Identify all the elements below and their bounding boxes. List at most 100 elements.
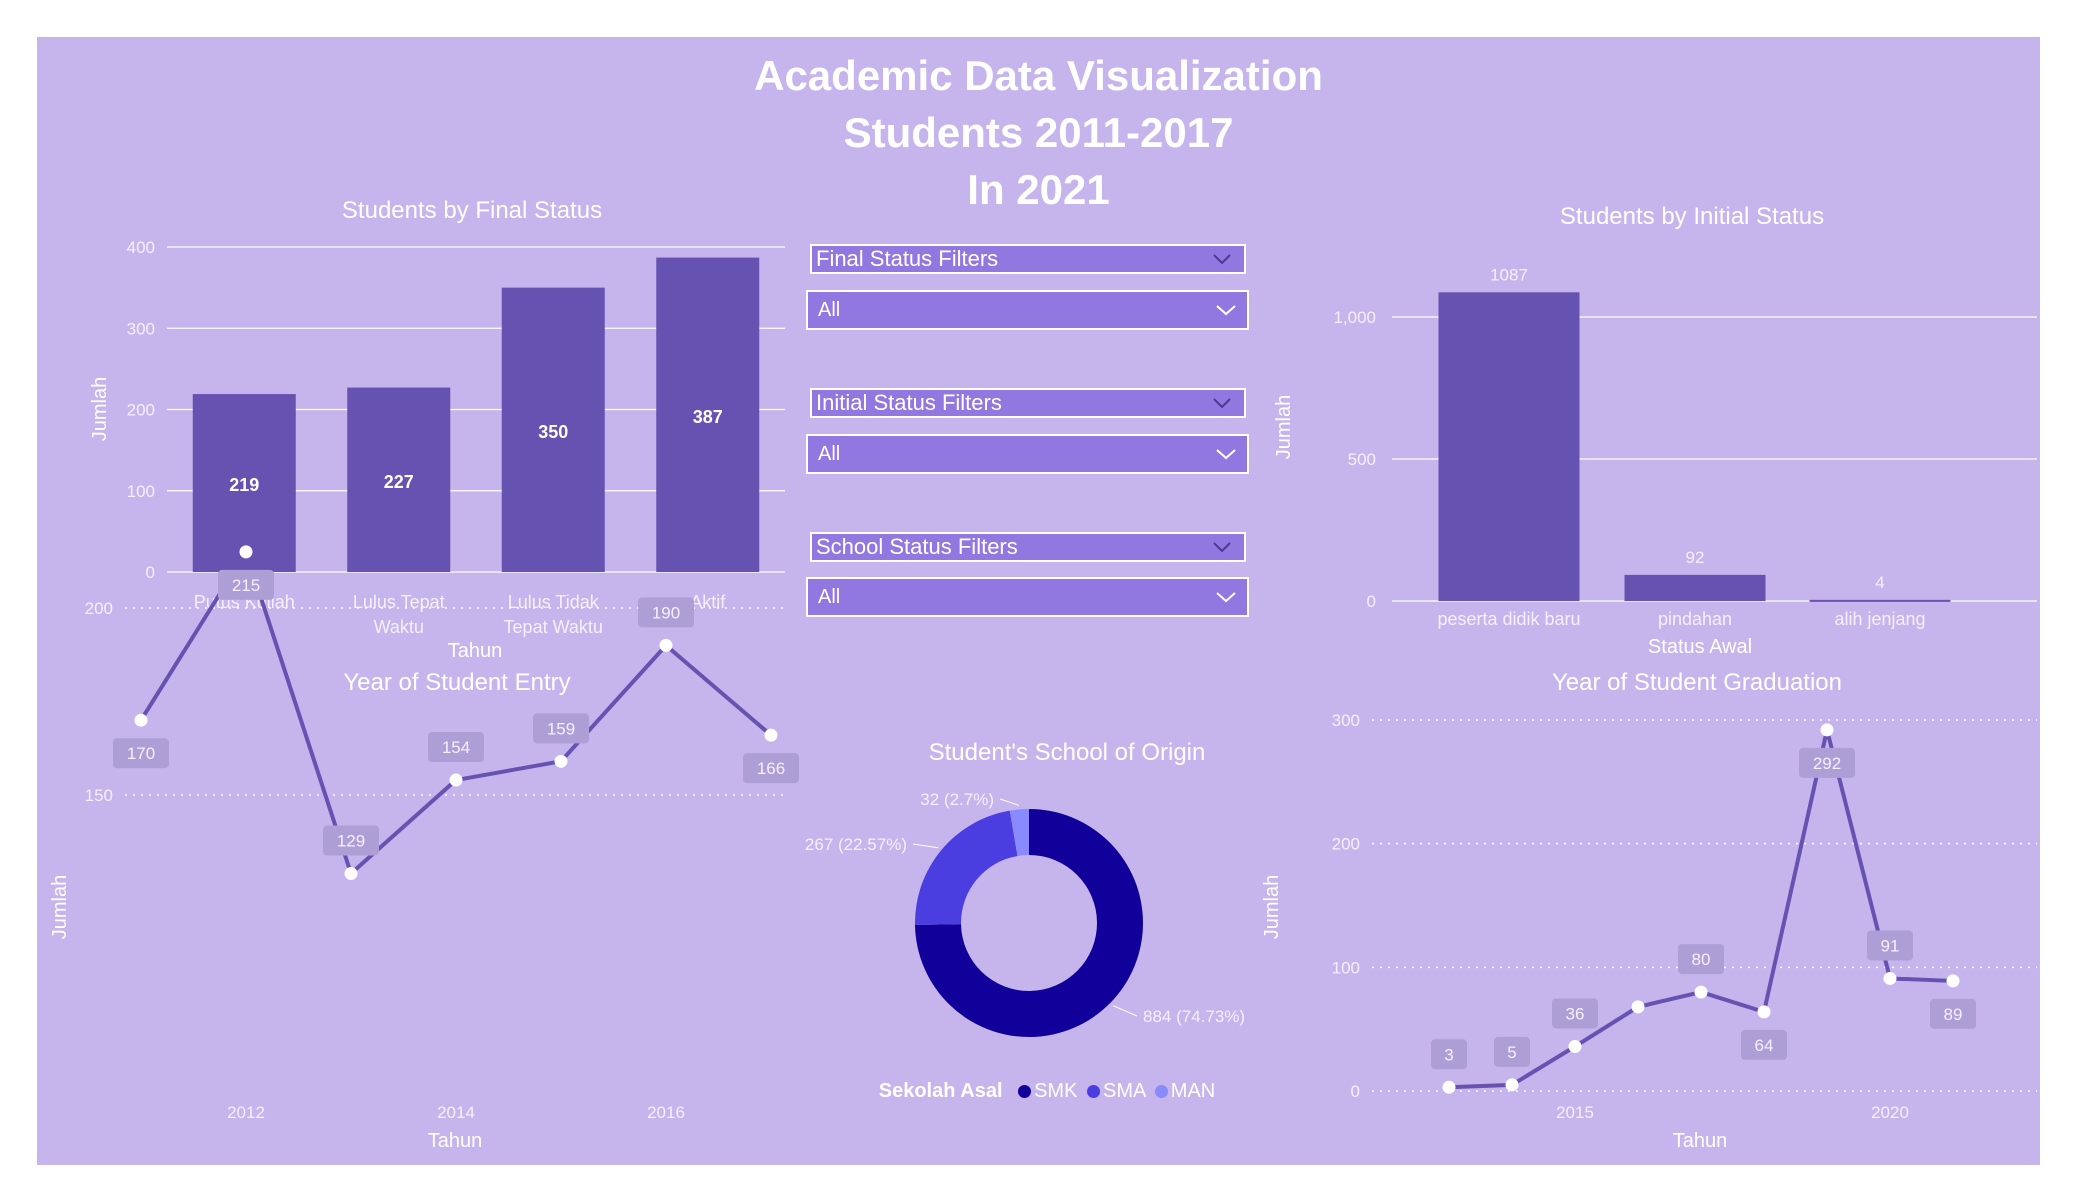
initial-status-filter-header[interactable]: Initial Status Filters (810, 388, 1246, 418)
legend-dot-icon (1086, 1085, 1100, 1098)
slice-man (1009, 809, 1029, 856)
entry-year-title: Year of Student Entry (343, 669, 571, 696)
y-tick-label: 300 (127, 319, 155, 338)
legend-item-sma[interactable]: SMA (1086, 1080, 1146, 1102)
data-label: 159 (547, 719, 575, 738)
x-tick-label: peserta didik baru (1437, 609, 1580, 629)
final-status-title: Students by Final Status (341, 197, 603, 224)
slice-label: 267 (22.57%) (805, 835, 907, 854)
y-tick-label: 1,000 (1333, 308, 1376, 327)
school-status-filter-header[interactable]: School Status Filters (810, 532, 1246, 562)
data-label: 154 (442, 738, 470, 757)
bar-2 (347, 387, 451, 572)
x-tick-label: 2016 (647, 1103, 685, 1122)
chevron-down-icon (1212, 246, 1234, 272)
y-tick-label: 0 (146, 563, 155, 582)
school-status-filter-value: All (818, 586, 841, 608)
chevron-down-icon (1212, 534, 1234, 560)
slice-sma (914, 810, 1018, 925)
data-label: 4 (1875, 573, 1884, 592)
data-point (1442, 1080, 1456, 1094)
data-point (554, 754, 568, 768)
data-label: 3 (1444, 1045, 1453, 1064)
data-label-box (1678, 944, 1724, 975)
data-point (449, 773, 463, 787)
y-tick-label: 100 (127, 482, 155, 501)
data-point (1820, 723, 1834, 737)
final-status-filter-header[interactable]: Final Status Filters (810, 244, 1246, 274)
data-point (1631, 1000, 1645, 1014)
data-label-box (1930, 998, 1976, 1029)
data-label: 215 (232, 576, 260, 595)
legend-item-smk[interactable]: SMK (1018, 1080, 1077, 1102)
x-tick-label: 2014 (437, 1103, 475, 1122)
chevron-down-icon (1212, 390, 1234, 416)
dashboard: Academic Data Visualization Students 201… (37, 37, 2040, 1165)
y-tick-label: 200 (127, 401, 155, 420)
data-point (1568, 1039, 1582, 1053)
final-status-filter-label: Final Status Filters (816, 246, 999, 271)
data-label: 5 (1507, 1043, 1516, 1062)
data-label-box (1494, 1036, 1530, 1067)
x-tick-label: Putus Kuliah (194, 592, 295, 612)
data-point (1505, 1078, 1519, 1092)
initial-status-filter-value: All (818, 443, 841, 465)
data-point (764, 728, 778, 742)
initial-status-title: Students by Initial Status (1559, 203, 1825, 230)
dashboard-title-line2: Students 2011-2017 (843, 109, 1234, 156)
chevron-down-icon (1215, 436, 1237, 472)
initial-status-filter-select[interactable]: All (806, 434, 1249, 474)
data-point (239, 545, 253, 559)
y-tick-label: 400 (127, 238, 155, 257)
y-tick-label: 100 (1332, 958, 1360, 977)
final-status-filter-value: All (818, 299, 841, 321)
school-origin-title: Student's School of Origin (928, 739, 1206, 766)
bar-2 (1624, 574, 1766, 601)
leader-line (999, 798, 1020, 806)
x-tick-label: 2012 (227, 1103, 265, 1122)
chevron-down-icon (1215, 292, 1237, 328)
y-tick-label: 300 (1332, 711, 1360, 730)
data-label: 92 (1686, 548, 1705, 567)
data-label-box (323, 825, 379, 856)
legend-label-sma: SMA (1102, 1080, 1146, 1102)
series-line (139, 549, 773, 876)
x-tick-label: alih jenjang (1834, 609, 1925, 629)
dashboard-title-line3: In 2021 (967, 166, 1110, 213)
data-point (344, 867, 358, 881)
data-label-box (743, 753, 799, 784)
data-label-box (428, 732, 484, 763)
data-label-box (1741, 1029, 1787, 1060)
x-tick-label: Aktif (690, 592, 726, 612)
series-line (1448, 727, 1954, 1090)
data-label: 350 (538, 422, 568, 442)
data-label: 64 (1755, 1036, 1774, 1055)
data-point (1946, 974, 1960, 988)
y-tick-label: 200 (1332, 835, 1360, 854)
y-axis-label: Jumlah (49, 875, 71, 939)
data-label: 1087 (1490, 265, 1528, 284)
data-label: 387 (693, 407, 723, 427)
bar-1 (1438, 292, 1580, 601)
legend-item-man[interactable]: MAN (1154, 1080, 1216, 1102)
data-label-box (218, 569, 274, 600)
dashboard-title-line1: Academic Data Visualization (754, 52, 1323, 99)
slice-label: 884 (74.73%) (1143, 1007, 1245, 1026)
data-label: 219 (229, 475, 259, 495)
leader-line (1112, 1005, 1138, 1017)
slice-label: 32 (2.7%) (920, 790, 994, 809)
y-axis-label: Jumlah (89, 377, 111, 441)
school-status-filter-label: School Status Filters (816, 534, 1018, 559)
legend-title: Sekolah Asal (878, 1080, 1003, 1102)
bar-3 (501, 287, 605, 572)
data-label-box (1431, 1039, 1467, 1070)
legend-label-man: MAN (1170, 1080, 1216, 1102)
school-status-filter-select[interactable]: All (806, 577, 1249, 617)
final-status-filter-select[interactable]: All (806, 290, 1249, 330)
x-tick-label: Tepat Waktu (504, 617, 603, 637)
y-tick-label: 150 (85, 786, 113, 805)
bar-1 (192, 394, 296, 572)
bar-4 (656, 257, 760, 572)
y-tick-label: 0 (1367, 592, 1376, 611)
data-label-box (113, 738, 169, 769)
